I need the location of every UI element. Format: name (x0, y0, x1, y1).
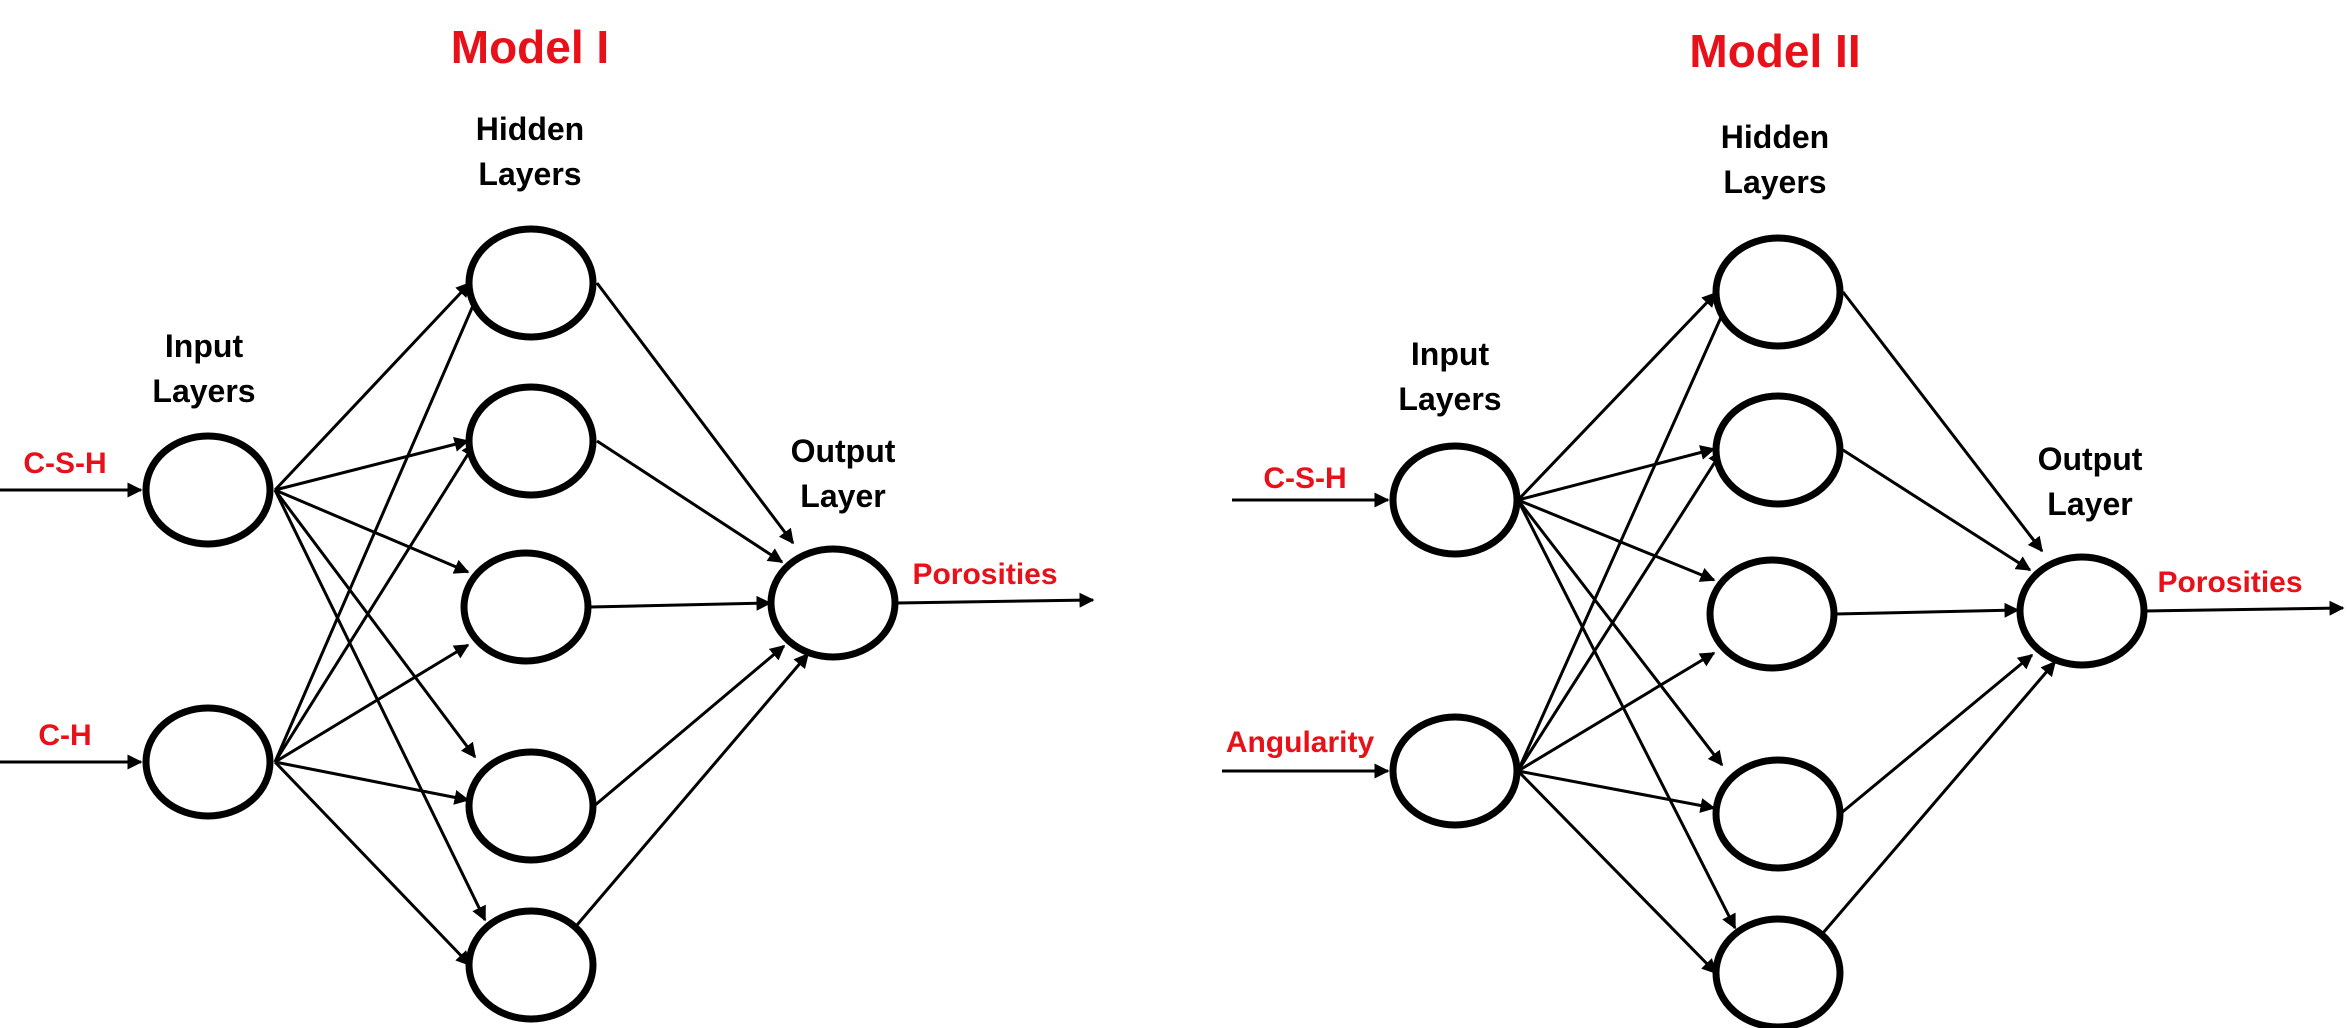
input-layers-label-line2: Layers (1398, 381, 1501, 417)
edge-h2-out (596, 439, 784, 564)
edge-in2-h1 (273, 276, 487, 763)
hidden-node-5 (1712, 915, 1844, 1028)
output-layer-label-line1: Output (2038, 441, 2143, 477)
hidden-layers-label-line1: Hidden (1721, 119, 1829, 155)
output-node (2016, 553, 2148, 669)
hidden-layers-label-line2: Layers (1723, 164, 1826, 200)
edge-h3-out (589, 595, 772, 611)
edge-in1-h1 (1516, 291, 1718, 502)
edge-in2-h1 (1516, 284, 1737, 772)
hidden-node-2 (465, 383, 597, 499)
output-label: Porosities (912, 558, 1057, 591)
input-node-2 (1389, 713, 1521, 829)
output-layer-label-line2: Layer (800, 478, 885, 514)
input-node-1 (142, 432, 274, 548)
model-title: Model I (451, 21, 609, 73)
edge-h1-out (595, 282, 795, 545)
edge-in2-h4 (274, 760, 470, 805)
edge-in2-h4 (1517, 769, 1716, 813)
input-layers-label-line1: Input (165, 328, 244, 364)
input-layers-label-line2: Layers (152, 373, 255, 409)
hidden-node-1 (1712, 234, 1844, 350)
edge-h4-out (593, 644, 786, 808)
edge-h5-out (1821, 660, 2057, 934)
edge-h3-out (1834, 602, 2020, 618)
edge-in1-h5 (273, 489, 487, 922)
input-node-2 (142, 704, 274, 820)
hidden-node-5 (465, 907, 597, 1023)
edges (0, 276, 1095, 967)
edge-in1-h2 (1517, 445, 1716, 502)
edge-in1-h3 (274, 488, 470, 574)
edge-in1-h3 (1517, 498, 1716, 582)
edge-in1-h1 (273, 281, 472, 492)
hidden-layers-label-line1: Hidden (476, 111, 584, 147)
hidden-node-3 (1706, 556, 1838, 672)
edge-in2-h2 (1516, 449, 1724, 772)
nodes (142, 225, 899, 1023)
input-layers-label-line1: Input (1411, 336, 1490, 372)
edge-h2-out (1842, 448, 2032, 572)
model-title: Model II (1689, 25, 1860, 77)
output-layer-label-line1: Output (791, 433, 896, 469)
edge-in2-h3 (274, 643, 470, 764)
hidden-node-2 (1712, 392, 1844, 508)
edge-in2-h5 (1516, 769, 1718, 975)
hidden-node-4 (465, 748, 597, 864)
edge-in1-h5 (1516, 499, 1737, 930)
edge-in1-h2 (274, 437, 470, 492)
edge-in2-h3 (1517, 651, 1716, 773)
edge-in2-h5 (273, 760, 472, 967)
hidden-node-4 (1712, 756, 1844, 872)
edge-h5-out (575, 652, 810, 926)
model-2: Model II Hidden Layers Input Layers Outp… (1222, 25, 2345, 1028)
hidden-layers-label-line2: Layers (478, 156, 581, 192)
nodes (1389, 234, 2148, 1028)
input-node-1 (1389, 442, 1521, 558)
input-label-2: C-H (38, 719, 91, 752)
input-label-1: C-S-H (1263, 462, 1346, 495)
edge-h4-out (1839, 653, 2034, 816)
edge-in1-h4 (273, 489, 477, 759)
hidden-node-1 (465, 225, 597, 341)
output-label: Porosities (2157, 566, 2302, 599)
output-arrow (2144, 600, 2345, 616)
edge-in2-h2 (273, 441, 477, 763)
hidden-node-3 (460, 549, 592, 665)
input-label-2: Angularity (1226, 726, 1375, 759)
edge-h1-out (1841, 291, 2044, 553)
edges (1222, 284, 2345, 975)
edge-in1-h4 (1516, 499, 1724, 767)
output-node (767, 545, 899, 661)
model-1: Model I Hidden Layers Input Layers Outpu… (0, 21, 1095, 1023)
input-label-1: C-S-H (23, 447, 106, 480)
output-arrow (896, 592, 1095, 608)
output-layer-label-line2: Layer (2047, 486, 2132, 522)
